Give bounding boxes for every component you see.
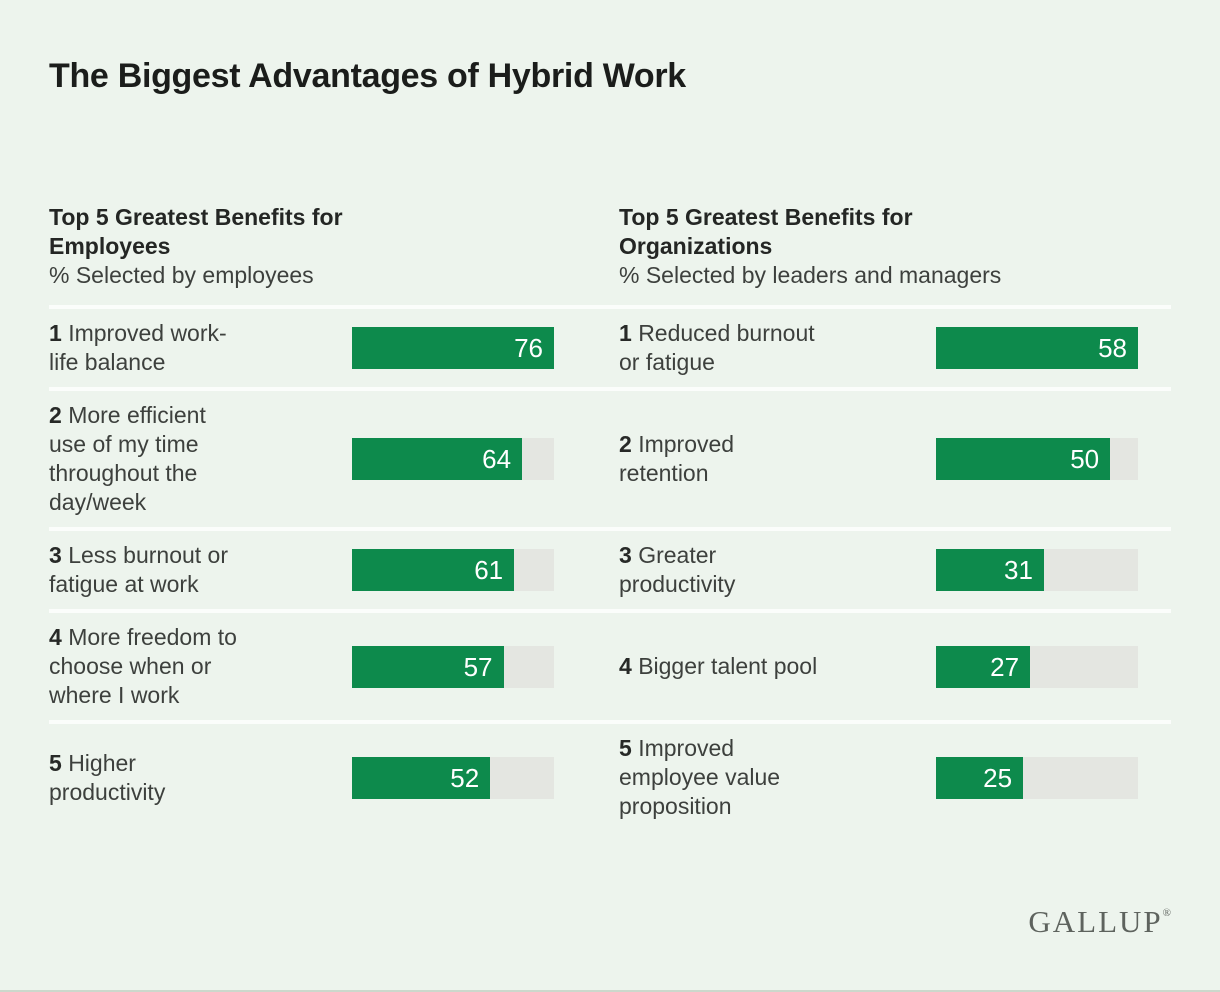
- benefit-label-employees-2: 2 More efficient use of my time througho…: [49, 401, 352, 517]
- panel-headers: Top 5 Greatest Benefits for Employees % …: [49, 203, 1171, 290]
- benefit-rank: 2: [49, 402, 62, 428]
- bar-value: 25: [983, 762, 1013, 793]
- bar-fill: 31: [936, 549, 1044, 591]
- panel-heading-employees: Top 5 Greatest Benefits for Employees: [49, 204, 343, 259]
- benefit-label-organizations-1: 1 Reduced burnout or fatigue: [619, 319, 936, 377]
- benefit-text: Less burnout or fatigue at work: [49, 542, 229, 597]
- benefit-rows: 1 Improved work- life balance 76 1 Reduc…: [49, 305, 1171, 831]
- benefit-rank: 2: [619, 431, 632, 457]
- benefit-row-1: 1 Improved work- life balance 76 1 Reduc…: [49, 305, 1171, 387]
- gallup-logo-text: GALLUP: [1028, 904, 1163, 939]
- benefit-text: Greater productivity: [619, 542, 736, 597]
- gallup-logo: GALLUP®: [1028, 904, 1171, 940]
- panel-subheading-organizations: % Selected by leaders and managers: [619, 262, 1002, 288]
- bar-track: 64: [352, 438, 554, 480]
- benefit-row-3: 3 Less burnout or fatigue at work 61 3 G…: [49, 527, 1171, 609]
- bar-fill: 52: [352, 756, 491, 799]
- panel-heading-organizations: Top 5 Greatest Benefits for Organization…: [619, 204, 913, 259]
- benefit-row-2: 2 More efficient use of my time througho…: [49, 387, 1171, 527]
- benefit-text: Improved retention: [619, 431, 735, 486]
- benefit-text: More efficient use of my time throughout…: [49, 402, 206, 515]
- bar-fill: 50: [936, 438, 1111, 480]
- benefit-row-5: 5 Higher productivity 52 5 Improved empl…: [49, 720, 1171, 831]
- panel-header-employees: Top 5 Greatest Benefits for Employees % …: [49, 203, 619, 290]
- bar-value: 50: [1070, 444, 1100, 474]
- benefit-rank: 3: [619, 542, 632, 568]
- panel-subheading-employees: % Selected by employees: [49, 262, 314, 288]
- bar-fill: 58: [936, 327, 1138, 369]
- bar-value: 64: [482, 444, 512, 474]
- bar-value: 61: [474, 555, 504, 585]
- bar-fill: 61: [352, 549, 515, 591]
- infographic-canvas: The Biggest Advantages of Hybrid Work To…: [0, 56, 1220, 992]
- bar-track: 61: [352, 549, 554, 591]
- bar-track: 27: [936, 645, 1138, 688]
- bar-fill: 27: [936, 645, 1031, 688]
- bar-track: 76: [352, 327, 554, 369]
- bar-value: 58: [1098, 333, 1127, 363]
- benefit-label-employees-1: 1 Improved work- life balance: [49, 319, 352, 377]
- benefit-rank: 5: [49, 749, 62, 776]
- bar-track: 50: [936, 438, 1138, 480]
- benefit-label-organizations-3: 3 Greater productivity: [619, 541, 936, 599]
- benefit-label-employees-5: 5 Higher productivity: [49, 749, 352, 807]
- bar-fill: 25: [936, 756, 1024, 799]
- bar-fill: 64: [352, 438, 523, 480]
- bar-track: 58: [936, 327, 1138, 369]
- benefit-label-employees-3: 3 Less burnout or fatigue at work: [49, 541, 352, 599]
- bar-fill: 57: [352, 645, 504, 688]
- benefit-rank: 3: [49, 542, 62, 568]
- benefit-label-organizations-2: 2 Improved retention: [619, 430, 936, 488]
- benefit-rank: 5: [619, 735, 632, 761]
- bar-track: 25: [936, 756, 1138, 799]
- bar-value: 31: [1004, 555, 1033, 585]
- benefit-text: Improved work- life balance: [49, 320, 227, 375]
- benefit-row-4: 4 More freedom to choose when or where I…: [49, 609, 1171, 720]
- benefit-text: Reduced burnout or fatigue: [619, 320, 815, 375]
- benefit-rank: 4: [619, 653, 632, 679]
- benefit-rank: 1: [619, 320, 632, 346]
- benefit-label-employees-4: 4 More freedom to choose when or where I…: [49, 623, 352, 710]
- bar-value: 52: [450, 762, 480, 793]
- bar-value: 57: [463, 651, 493, 682]
- benefit-label-organizations-4: 4 Bigger talent pool: [619, 652, 936, 681]
- bar-track: 52: [352, 756, 554, 799]
- bar-value: 76: [514, 333, 543, 363]
- bar-fill: 76: [352, 327, 554, 369]
- benefit-text: More freedom to choose when or where I w…: [49, 624, 237, 708]
- registered-trademark-icon: ®: [1162, 907, 1171, 919]
- benefit-text: Bigger talent pool: [638, 653, 818, 679]
- benefit-text: Higher productivity: [49, 749, 166, 805]
- bar-track: 57: [352, 645, 554, 688]
- panel-header-organizations: Top 5 Greatest Benefits for Organization…: [619, 203, 1170, 290]
- bar-value: 27: [990, 651, 1020, 682]
- benefit-text: Improved employee value proposition: [619, 735, 781, 819]
- page-title: The Biggest Advantages of Hybrid Work: [49, 57, 686, 95]
- bar-track: 31: [936, 549, 1138, 591]
- benefit-rank: 4: [49, 624, 62, 650]
- benefit-rank: 1: [49, 320, 62, 346]
- benefit-label-organizations-5: 5 Improved employee value proposition: [619, 734, 936, 821]
